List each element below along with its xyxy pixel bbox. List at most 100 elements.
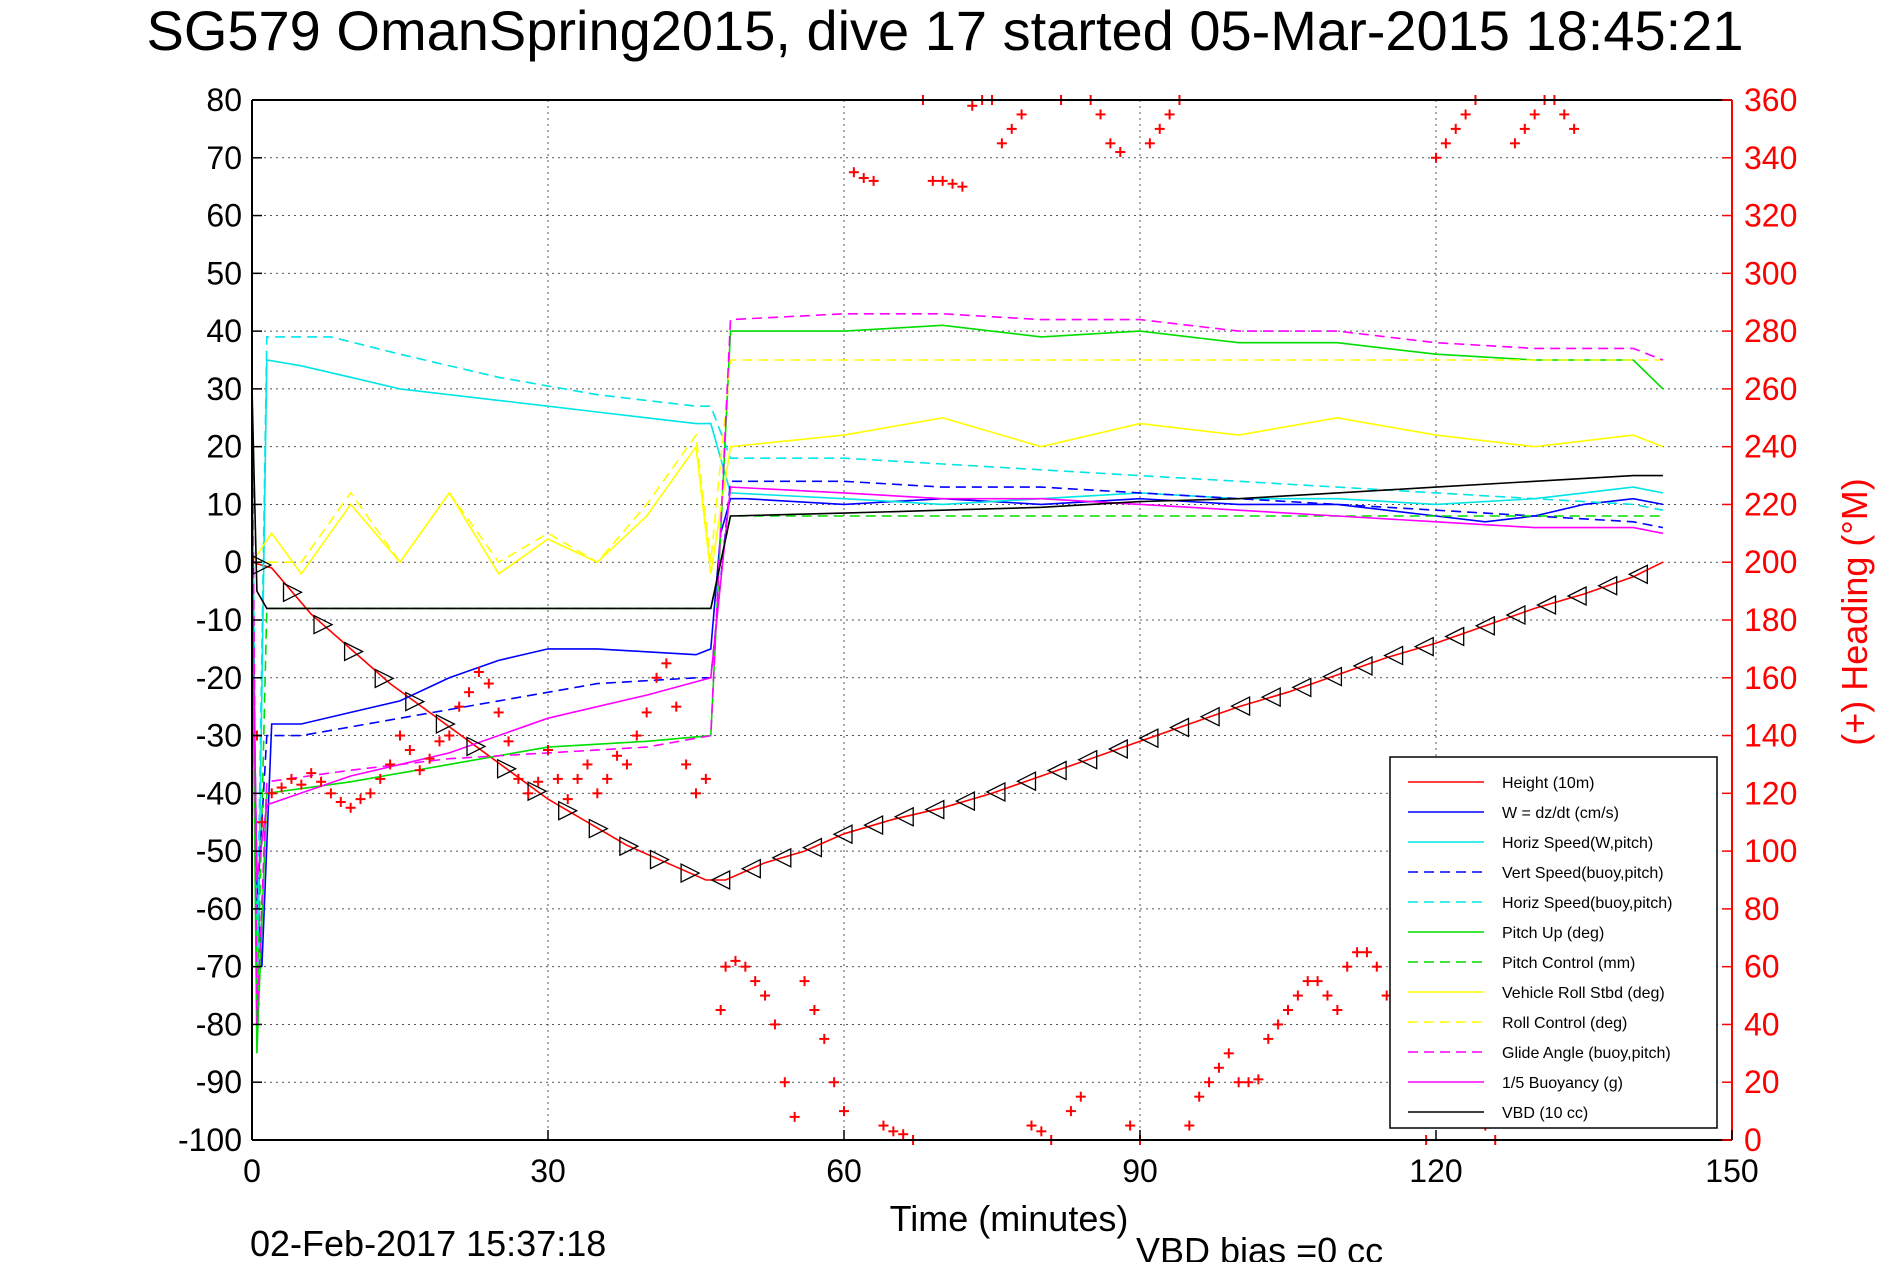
heading-marker xyxy=(631,730,642,741)
x-axis-label: Time (minutes) xyxy=(890,1198,1129,1239)
heading-marker xyxy=(1065,1106,1076,1117)
heading-marker xyxy=(809,1005,820,1015)
legend-box xyxy=(1389,756,1718,1129)
heading-marker xyxy=(779,1077,790,1088)
legend-items: Height (10m) W = dz/dt (cm/s) Horiz Speed(… xyxy=(1408,775,1672,1122)
left-tick-label: 0 xyxy=(224,544,242,580)
heading-marker xyxy=(424,753,435,764)
direction-marker xyxy=(435,713,456,735)
heading-marker xyxy=(345,802,356,813)
right-tick-label: 260 xyxy=(1744,371,1797,407)
x-tick-label: 30 xyxy=(530,1153,566,1189)
heading-marker xyxy=(454,701,465,712)
direction-marker xyxy=(405,691,426,712)
heading-marker xyxy=(316,776,327,787)
heading-marker xyxy=(700,773,711,784)
heading-marker xyxy=(1263,1033,1274,1044)
right-tick-label: 220 xyxy=(1744,486,1797,522)
heading-marker xyxy=(1342,961,1353,972)
x-tick-label: 150 xyxy=(1705,1153,1758,1189)
left-tick-label: -60 xyxy=(196,891,242,927)
heading-marker xyxy=(1036,1126,1047,1137)
series-line-9 xyxy=(252,359,1663,564)
legend-label-4: Vert Speed(buoy,pitch) xyxy=(1502,865,1664,882)
heading-marker xyxy=(878,1120,889,1131)
heading-marker xyxy=(306,768,317,779)
heading-marker xyxy=(1075,1091,1086,1102)
right-tick-label: 60 xyxy=(1744,949,1780,985)
heading-marker xyxy=(434,736,445,747)
series-line-7 xyxy=(251,515,1663,1025)
heading-marker xyxy=(473,667,484,677)
vbd-bias-label: VBD bias =0 cc xyxy=(1136,1230,1383,1262)
heading-marker xyxy=(740,961,751,972)
heading-marker xyxy=(769,1019,780,1030)
heading-marker xyxy=(582,759,593,770)
heading-marker xyxy=(296,779,307,790)
left-tick-label: 40 xyxy=(206,313,242,349)
right-tick-label: 80 xyxy=(1744,891,1780,927)
right-tick-label: 360 xyxy=(1744,82,1797,118)
right-tick-label: 180 xyxy=(1744,602,1797,638)
heading-marker xyxy=(1559,109,1570,120)
right-tick-label: 280 xyxy=(1744,313,1797,349)
heading-marker xyxy=(829,1077,840,1088)
right-tick-label: 200 xyxy=(1744,544,1797,580)
heading-marker xyxy=(819,1033,830,1044)
heading-marker xyxy=(1204,1077,1215,1088)
heading-marker xyxy=(325,788,336,799)
series-layer xyxy=(251,312,1664,1054)
heading-marker xyxy=(404,745,415,755)
heading-marker xyxy=(335,797,346,807)
direction-marker xyxy=(1230,696,1251,717)
left-tick-label: -90 xyxy=(196,1064,242,1100)
left-tick-label: -20 xyxy=(196,660,242,696)
direction-marker xyxy=(343,641,365,662)
heading-marker xyxy=(730,955,741,966)
heading-marker xyxy=(1026,1120,1037,1131)
heading-marker xyxy=(286,773,297,784)
direction-marker xyxy=(1138,728,1159,749)
heading-marker xyxy=(868,175,879,186)
left-tick-label: 50 xyxy=(206,255,242,291)
left-axis-ticks: 80 70 60 50 40 30 20 10 0 -10 -20 -30 -40 -50 -60 -70 -8… xyxy=(178,82,262,1158)
heading-marker xyxy=(1312,976,1323,987)
heading-marker xyxy=(1273,1019,1284,1030)
direction-marker xyxy=(1291,677,1312,698)
right-tick-label: 300 xyxy=(1744,255,1797,291)
direction-marker xyxy=(832,824,853,845)
legend: Height (10m) W = dz/dt (cm/s) Horiz Speed(… xyxy=(1389,756,1718,1129)
heading-marker xyxy=(375,773,386,784)
direction-marker xyxy=(466,736,487,757)
x-axis-ticks: 0 30 60 90 120 150 xyxy=(243,1130,1759,1189)
heading-marker xyxy=(898,1129,909,1140)
right-tick-label: 160 xyxy=(1744,660,1797,696)
heading-marker xyxy=(1233,1077,1244,1088)
heading-marker xyxy=(1292,990,1303,1001)
x-tick-label: 90 xyxy=(1122,1153,1158,1189)
heading-marker xyxy=(1223,1048,1234,1059)
heading-marker xyxy=(365,788,376,799)
heading-marker xyxy=(839,1106,849,1117)
heading-marker xyxy=(1460,109,1471,120)
heading-marker xyxy=(592,788,603,799)
left-tick-label: -80 xyxy=(196,1006,242,1042)
heading-marker xyxy=(750,976,761,987)
heading-marker xyxy=(493,707,504,718)
direction-marker xyxy=(1597,575,1618,596)
heading-marker xyxy=(1105,138,1116,149)
heading-marker xyxy=(543,745,553,755)
heading-marker xyxy=(799,976,810,987)
left-tick-label: 10 xyxy=(206,486,242,522)
heading-marker xyxy=(1302,976,1313,987)
direction-marker xyxy=(680,863,701,884)
heading-marker xyxy=(276,782,287,793)
heading-marker xyxy=(1006,123,1017,134)
heading-marker xyxy=(967,100,978,111)
direction-marker xyxy=(1046,760,1067,781)
left-tick-label: -50 xyxy=(196,833,242,869)
heading-marker xyxy=(1115,147,1126,157)
direction-marker xyxy=(1107,738,1128,760)
direction-marker xyxy=(1383,645,1404,666)
heading-marker xyxy=(1440,138,1451,149)
